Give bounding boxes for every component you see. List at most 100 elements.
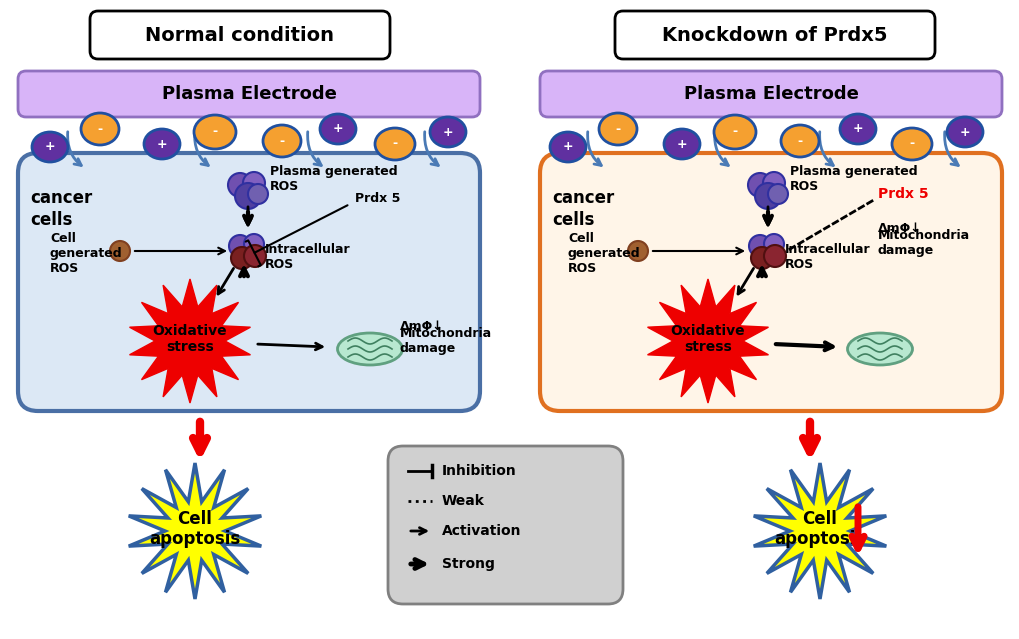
- Text: Cell
apoptosis: Cell apoptosis: [149, 509, 240, 548]
- Ellipse shape: [320, 114, 356, 144]
- Text: Weak: Weak: [441, 494, 484, 508]
- Polygon shape: [129, 279, 251, 403]
- Ellipse shape: [549, 132, 586, 162]
- Circle shape: [750, 247, 772, 269]
- Text: ΔmΦ↓: ΔmΦ↓: [399, 321, 443, 334]
- Ellipse shape: [840, 114, 875, 144]
- Ellipse shape: [81, 113, 119, 145]
- FancyBboxPatch shape: [18, 71, 480, 117]
- FancyBboxPatch shape: [90, 11, 389, 59]
- Circle shape: [234, 183, 261, 209]
- Text: Plasma generated
ROS: Plasma generated ROS: [270, 165, 397, 193]
- FancyBboxPatch shape: [539, 71, 1001, 117]
- Text: Intracellular
ROS: Intracellular ROS: [785, 243, 870, 271]
- Text: Plasma Electrode: Plasma Electrode: [683, 85, 858, 103]
- Text: +: +: [45, 141, 55, 153]
- FancyBboxPatch shape: [614, 11, 934, 59]
- Text: +: +: [959, 125, 969, 139]
- Polygon shape: [128, 463, 261, 599]
- FancyArrowPatch shape: [738, 268, 753, 294]
- Circle shape: [228, 173, 252, 197]
- FancyArrowPatch shape: [819, 132, 833, 166]
- FancyArrowPatch shape: [411, 560, 423, 569]
- Text: +: +: [157, 137, 167, 151]
- FancyArrowPatch shape: [193, 422, 207, 452]
- Text: -: -: [614, 123, 620, 135]
- FancyArrowPatch shape: [258, 343, 322, 350]
- Ellipse shape: [946, 117, 982, 147]
- Text: +: +: [852, 123, 862, 135]
- Circle shape: [248, 184, 268, 204]
- Polygon shape: [647, 279, 767, 403]
- Text: Prdx 5: Prdx 5: [877, 187, 927, 201]
- Circle shape: [748, 235, 770, 257]
- Text: -: -: [279, 134, 284, 148]
- FancyBboxPatch shape: [539, 153, 1001, 411]
- Text: -: -: [797, 134, 802, 148]
- Text: Plasma generated
ROS: Plasma generated ROS: [790, 165, 917, 193]
- FancyArrowPatch shape: [851, 507, 863, 548]
- Text: Intracellular
ROS: Intracellular ROS: [265, 243, 351, 271]
- Ellipse shape: [430, 117, 466, 147]
- FancyArrowPatch shape: [652, 248, 742, 254]
- Circle shape: [110, 241, 129, 261]
- FancyBboxPatch shape: [18, 153, 480, 411]
- FancyArrowPatch shape: [763, 212, 771, 224]
- Text: -: -: [732, 125, 737, 139]
- FancyArrowPatch shape: [424, 132, 438, 166]
- Ellipse shape: [847, 333, 912, 365]
- Text: cancer
cells: cancer cells: [30, 189, 92, 229]
- FancyArrowPatch shape: [714, 132, 728, 166]
- Text: Cell
apoptosis: Cell apoptosis: [773, 509, 865, 548]
- FancyArrowPatch shape: [411, 528, 426, 534]
- Text: +: +: [562, 141, 573, 153]
- FancyArrowPatch shape: [944, 132, 958, 166]
- Circle shape: [628, 241, 647, 261]
- Text: Oxidative
stress: Oxidative stress: [671, 324, 745, 354]
- FancyArrowPatch shape: [775, 343, 832, 350]
- Text: Normal condition: Normal condition: [146, 26, 334, 45]
- Ellipse shape: [892, 128, 931, 160]
- FancyArrowPatch shape: [308, 132, 321, 166]
- Ellipse shape: [144, 129, 179, 159]
- Circle shape: [230, 247, 253, 269]
- Text: -: -: [98, 123, 103, 135]
- Circle shape: [243, 172, 265, 194]
- FancyArrowPatch shape: [67, 132, 82, 166]
- Ellipse shape: [663, 129, 699, 159]
- Text: Mitochondria
damage: Mitochondria damage: [877, 229, 969, 257]
- Ellipse shape: [713, 115, 755, 149]
- Ellipse shape: [375, 128, 415, 160]
- Circle shape: [763, 245, 786, 267]
- Circle shape: [754, 183, 781, 209]
- Text: Oxidative
stress: Oxidative stress: [153, 324, 227, 354]
- Circle shape: [244, 245, 266, 267]
- Text: cancer
cells: cancer cells: [551, 189, 613, 229]
- FancyArrowPatch shape: [135, 248, 224, 254]
- FancyArrowPatch shape: [764, 207, 770, 225]
- Circle shape: [244, 234, 264, 254]
- Ellipse shape: [263, 125, 301, 157]
- Ellipse shape: [337, 333, 403, 365]
- Text: Plasma Electrode: Plasma Electrode: [161, 85, 336, 103]
- Text: Cell
generated
ROS: Cell generated ROS: [50, 233, 122, 275]
- Text: +: +: [676, 137, 687, 151]
- FancyArrowPatch shape: [218, 268, 233, 294]
- FancyArrowPatch shape: [587, 132, 601, 166]
- Circle shape: [763, 234, 784, 254]
- Ellipse shape: [32, 132, 68, 162]
- Text: Cell
generated
ROS: Cell generated ROS: [568, 233, 640, 275]
- FancyArrowPatch shape: [245, 207, 251, 225]
- FancyArrowPatch shape: [239, 268, 248, 276]
- Text: Strong: Strong: [441, 557, 494, 571]
- FancyArrowPatch shape: [244, 212, 252, 224]
- Text: Knockdown of Prdx5: Knockdown of Prdx5: [661, 26, 887, 45]
- FancyArrowPatch shape: [802, 422, 816, 452]
- FancyArrowPatch shape: [757, 268, 765, 276]
- Text: +: +: [442, 125, 452, 139]
- Text: -: -: [392, 137, 397, 151]
- Ellipse shape: [781, 125, 818, 157]
- Ellipse shape: [194, 115, 235, 149]
- Polygon shape: [753, 463, 886, 599]
- Circle shape: [747, 173, 771, 197]
